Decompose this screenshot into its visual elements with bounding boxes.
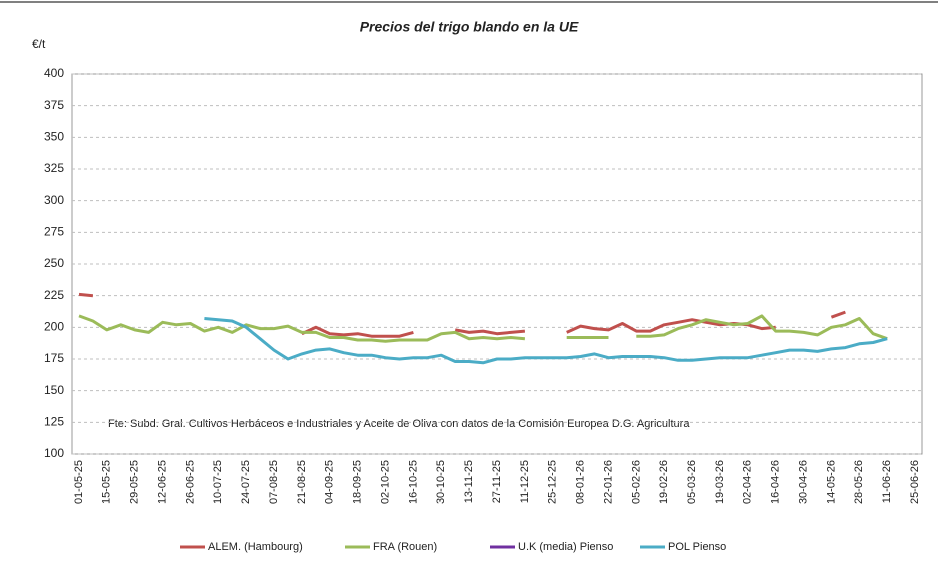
y-tick-label: 100 xyxy=(44,446,64,460)
x-tick-label: 11-12-25 xyxy=(519,460,531,503)
x-tick-label: 11-06-26 xyxy=(881,460,893,503)
x-tick-label: 19-02-26 xyxy=(658,460,670,504)
series-line xyxy=(78,314,888,343)
x-tick-label: 14-05-26 xyxy=(825,460,837,504)
x-tick-label: 29-05-25 xyxy=(129,460,141,504)
y-tick-label: 250 xyxy=(44,256,64,270)
x-tick-label: 07-08-25 xyxy=(268,460,280,504)
series-line xyxy=(78,292,846,338)
x-tick-label: 16-04-26 xyxy=(770,460,782,504)
x-tick-label: 21-08-25 xyxy=(296,460,308,504)
legend-label: POL Pienso xyxy=(668,541,726,553)
y-tick-label: 200 xyxy=(44,320,64,334)
y-tick-label: 275 xyxy=(44,225,64,239)
x-tick-label: 25-12-25 xyxy=(547,460,559,504)
y-tick-label: 325 xyxy=(44,161,64,175)
x-tick-label: 22-01-26 xyxy=(602,460,614,504)
x-tick-label: 18-09-25 xyxy=(352,460,364,504)
x-tick-label: 04-09-25 xyxy=(324,460,336,504)
x-tick-label: 10-07-25 xyxy=(212,460,224,504)
x-tick-label: 24-07-25 xyxy=(240,460,252,504)
y-tick-label: 400 xyxy=(44,66,64,80)
y-tick-label: 150 xyxy=(44,383,64,397)
x-tick-label: 28-05-26 xyxy=(853,460,865,504)
x-tick-label: 15-05-25 xyxy=(101,460,113,504)
y-tick-label: 125 xyxy=(44,415,64,429)
y-tick-label: 175 xyxy=(44,351,64,365)
legend-label: FRA (Rouen) xyxy=(373,541,437,553)
x-tick-label: 16-10-25 xyxy=(407,460,419,504)
x-tick-label: 25-06-26 xyxy=(909,460,921,504)
x-tick-label: 13-11-25 xyxy=(463,460,475,503)
x-tick-label: 05-03-26 xyxy=(686,460,698,504)
x-tick-label: 30-04-26 xyxy=(797,460,809,504)
x-tick-label: 26-06-25 xyxy=(184,460,196,504)
chart-title: Precios del trigo blando en la UE xyxy=(360,19,579,35)
x-tick-label: 30-10-25 xyxy=(435,460,447,504)
legend-label: ALEM. (Hambourg) xyxy=(208,541,303,553)
x-tick-label: 19-03-26 xyxy=(714,460,726,504)
x-tick-label: 08-01-26 xyxy=(575,460,587,504)
y-tick-label: 225 xyxy=(44,288,64,302)
x-tick-label: 01-05-25 xyxy=(73,460,85,504)
x-tick-label: 05-02-26 xyxy=(630,460,642,504)
x-tick-label: 27-11-25 xyxy=(491,460,503,503)
legend-label: U.K (media) Pienso xyxy=(518,541,613,553)
x-tick-label: 12-06-25 xyxy=(156,460,168,504)
annotation: Fte: Subd. Gral. Cultivos Herbáceos e In… xyxy=(108,418,690,430)
series-line xyxy=(204,317,888,365)
y-tick-label: 350 xyxy=(44,130,64,144)
x-tick-label: 02-04-26 xyxy=(742,460,754,504)
y-unit: €/t xyxy=(32,37,46,51)
y-tick-label: 375 xyxy=(44,98,64,112)
y-tick-label: 300 xyxy=(44,193,64,207)
x-tick-label: 02-10-25 xyxy=(379,460,391,504)
